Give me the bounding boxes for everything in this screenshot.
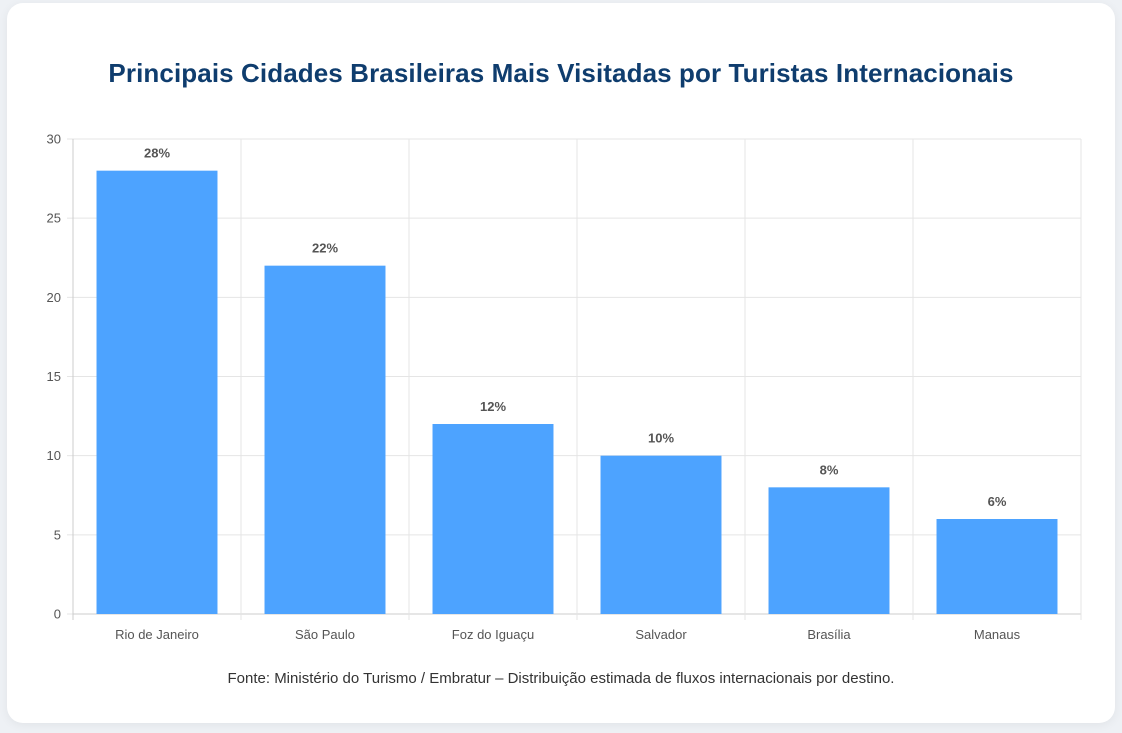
y-tick-label: 10	[47, 448, 61, 463]
data-label: 28%	[144, 146, 170, 161]
data-label: 10%	[648, 431, 674, 446]
bar[interactable]	[432, 424, 554, 614]
x-tick-label: Manaus	[974, 627, 1021, 642]
y-tick-label: 0	[54, 607, 61, 622]
data-label: 6%	[988, 494, 1007, 509]
bar[interactable]	[936, 519, 1058, 614]
bar[interactable]	[264, 265, 386, 614]
bar[interactable]	[600, 455, 722, 614]
x-tick-label: Brasília	[807, 627, 851, 642]
y-tick-label: 20	[47, 290, 61, 305]
x-tick-label: Salvador	[635, 627, 687, 642]
x-tick-label: Foz do Iguaçu	[452, 627, 534, 642]
y-tick-label: 5	[54, 527, 61, 542]
data-label: 12%	[480, 399, 506, 414]
x-tick-label: Rio de Janeiro	[115, 627, 199, 642]
source-note: Fonte: Ministério do Turismo / Embratur …	[227, 670, 895, 687]
data-label: 22%	[312, 241, 338, 256]
y-tick-label: 15	[47, 369, 61, 384]
bar[interactable]	[768, 487, 890, 614]
bar[interactable]	[96, 170, 218, 614]
data-label: 8%	[820, 462, 839, 477]
chart-title: Principais Cidades Brasileiras Mais Visi…	[108, 58, 1014, 88]
y-tick-label: 30	[47, 132, 61, 147]
x-tick-label: São Paulo	[295, 627, 355, 642]
y-tick-label: 25	[47, 211, 61, 226]
